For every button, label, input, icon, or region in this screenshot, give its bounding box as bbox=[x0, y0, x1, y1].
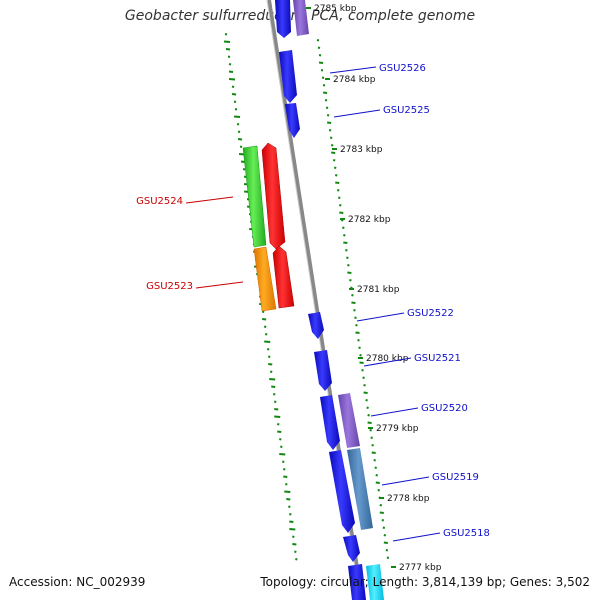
kbp-tick-label: 2781 kbp bbox=[357, 285, 400, 295]
gene-label-gsu2524[interactable]: GSU2524 bbox=[136, 196, 183, 207]
kbp-tick-label: 2779 kbp bbox=[376, 424, 419, 434]
gene-top-blue[interactable] bbox=[275, 0, 291, 38]
gc-skew-track-right bbox=[316, 39, 390, 559]
gene-gsu2524-red[interactable] bbox=[261, 142, 286, 250]
genome-summary-text: Topology: circular; Length: 3,814,139 bp… bbox=[260, 575, 590, 589]
gene-gsu2519-steel[interactable] bbox=[347, 448, 373, 530]
gene-gsu2526[interactable] bbox=[279, 50, 297, 103]
gene-label-gsu2526[interactable]: GSU2526 bbox=[379, 63, 426, 74]
gene-bottom-cyan[interactable] bbox=[366, 564, 384, 600]
gene-gsu2521[interactable] bbox=[314, 350, 332, 391]
gene-label-gsu2523[interactable]: GSU2523 bbox=[146, 281, 193, 292]
gene-gsu2518[interactable] bbox=[343, 535, 360, 562]
gene-label-gsu2525[interactable]: GSU2525 bbox=[383, 105, 430, 116]
gene-gsu2522[interactable] bbox=[308, 312, 324, 339]
gene-bottom-blue[interactable] bbox=[348, 564, 366, 600]
gene-gsu2523-red[interactable] bbox=[272, 245, 295, 309]
gene-gsu2523-orange[interactable] bbox=[253, 246, 277, 312]
gene-top-purple[interactable] bbox=[293, 0, 309, 36]
kbp-tick-label: 2777 kbp bbox=[399, 563, 442, 573]
gene-label-gsu2518[interactable]: GSU2518 bbox=[443, 528, 490, 539]
kbp-tick-label: 2785 kbp bbox=[314, 4, 357, 14]
gene-label-gsu2520[interactable]: GSU2520 bbox=[421, 403, 468, 414]
gene-gsu2520-purple[interactable] bbox=[338, 393, 360, 448]
gene-label-gsu2519[interactable]: GSU2519 bbox=[432, 472, 479, 483]
gene-labels[interactable]: GSU2526 GSU2525 GSU2524 GSU2523 GSU2522 GSU25… bbox=[136, 63, 490, 542]
kbp-tick-label: 2782 kbp bbox=[348, 215, 391, 225]
gene-label-gsu2522[interactable]: GSU2522 bbox=[407, 308, 454, 319]
accession-text: Accession: NC_002939 bbox=[9, 575, 146, 589]
kbp-ruler: 2785 kbp 2784 kbp 2783 kbp 2782 kbp 2781 kbp… bbox=[306, 4, 442, 573]
kbp-tick-label: 2778 kbp bbox=[387, 494, 430, 504]
kbp-tick-label: 2784 kbp bbox=[333, 75, 376, 85]
kbp-tick-label: 2783 kbp bbox=[340, 145, 383, 155]
kbp-tick-label: 2780 kbp bbox=[366, 354, 409, 364]
gene-label-gsu2521[interactable]: GSU2521 bbox=[414, 353, 461, 364]
gene-gsu2525[interactable] bbox=[285, 103, 300, 138]
gene-gsu2520-blue[interactable] bbox=[320, 395, 340, 450]
gene-gsu2524-green[interactable] bbox=[242, 145, 267, 248]
gene-gsu2519-blue[interactable] bbox=[329, 450, 355, 533]
